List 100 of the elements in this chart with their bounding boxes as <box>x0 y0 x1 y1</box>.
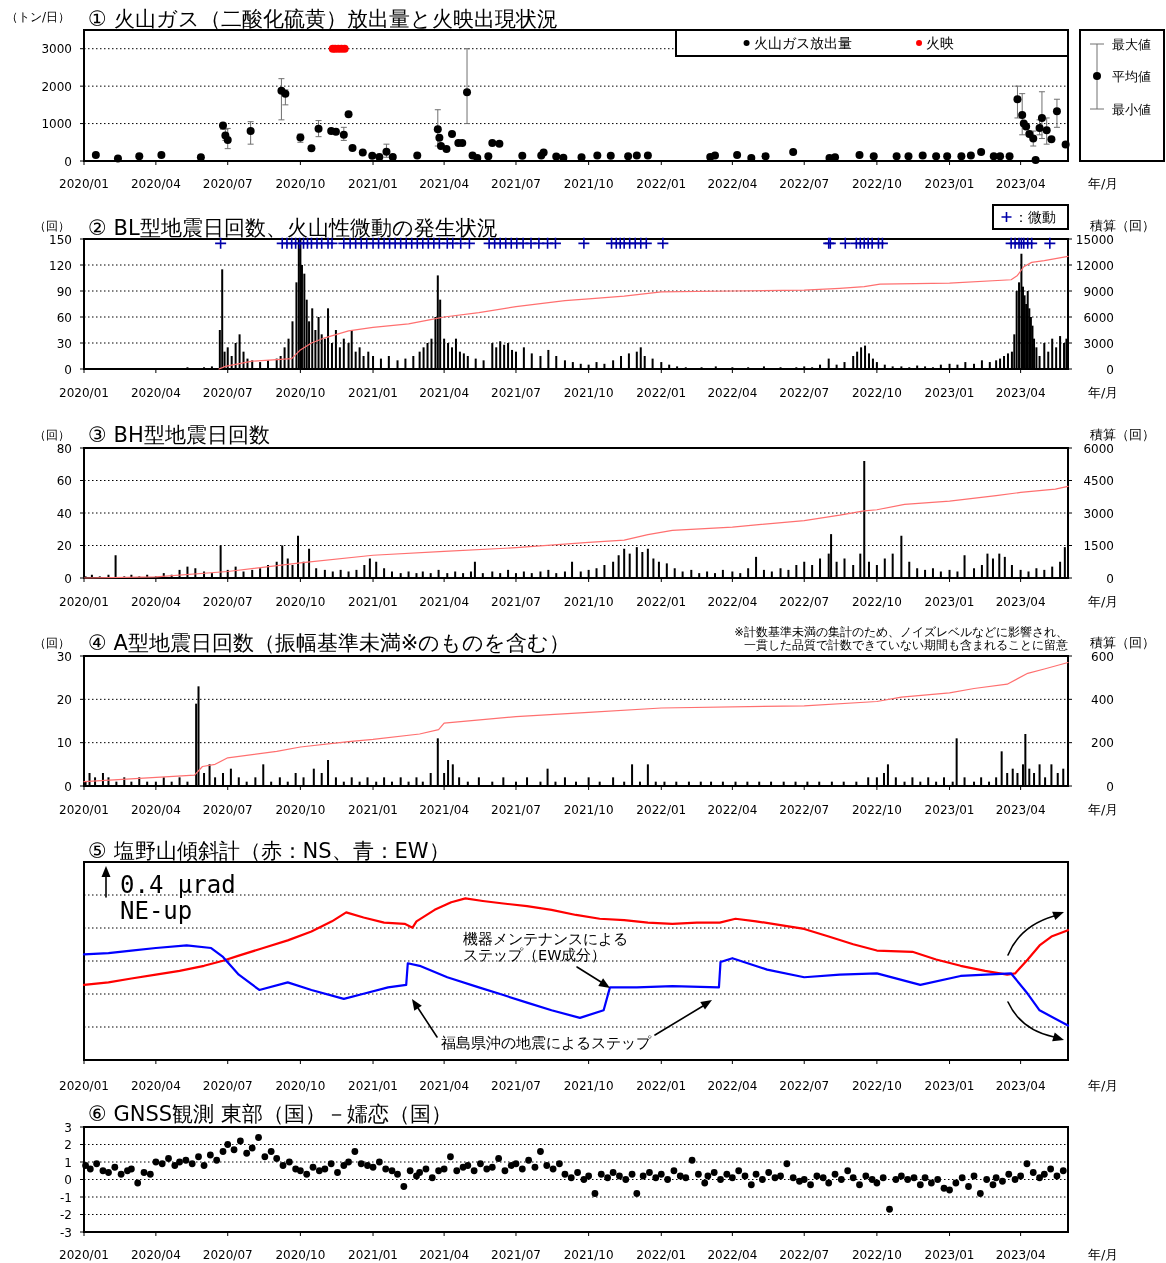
y-tick-label: 60 <box>56 310 72 325</box>
x-tick-label: 2023/04 <box>995 595 1046 609</box>
text: 最小値 <box>1112 102 1151 117</box>
x-tick-label: 2022/04 <box>707 1248 758 1262</box>
x-tick-label: 2020/07 <box>202 177 253 191</box>
legend-label: ：微動 <box>1013 209 1056 225</box>
y-tick-label: 150 <box>49 232 72 247</box>
x-tick-label: 2020/01 <box>59 1248 109 1262</box>
y-tick-label: 1000 <box>41 117 72 132</box>
x-tick-label: 2023/04 <box>995 1248 1046 1262</box>
x-tick-label: 2022/07 <box>779 595 830 609</box>
y2-tick-label: 600 <box>1091 649 1114 664</box>
x-tick-label: 2020/07 <box>202 595 253 609</box>
x-axis-title: 年/月 <box>1088 176 1119 191</box>
x-axis-title: 年/月 <box>1088 594 1119 609</box>
x-tick-label: 2020/01 <box>59 386 109 400</box>
y-axis-title: （回） <box>34 636 70 650</box>
y-tick-label: 3000 <box>41 42 72 57</box>
x-tick-label: 2021/01 <box>348 1248 398 1262</box>
legend-label: 火山ガス放出量 <box>753 35 852 51</box>
x-tick-label: 2022/10 <box>851 595 902 609</box>
y2-tick-label: 15000 <box>1075 232 1114 247</box>
y2-tick-label: 3000 <box>1083 506 1114 521</box>
y-axis-title: （トン/日） <box>5 10 70 24</box>
x-tick-label: 2020/07 <box>202 1248 253 1262</box>
x-tick-label: 2021/01 <box>348 803 398 817</box>
x-tick-label: 2023/04 <box>995 803 1046 817</box>
y-tick-label: 10 <box>56 736 72 751</box>
x-tick-label: 2021/07 <box>491 803 541 817</box>
y-tick-label: 0 <box>64 1173 72 1187</box>
y-tick-label: 20 <box>56 539 72 553</box>
x-tick-label: 2020/10 <box>275 1079 326 1093</box>
x-tick-label: 2020/01 <box>59 595 109 609</box>
y-tick-label: 2000 <box>41 79 72 94</box>
x-tick-label: 2021/07 <box>491 386 541 400</box>
x-tick-label: 2023/01 <box>924 1079 975 1093</box>
x-tick-label: 2022/10 <box>851 803 902 817</box>
x-axis-title: 年/月 <box>1088 1247 1119 1262</box>
y-tick-label: -1 <box>60 1190 72 1205</box>
annotation: 機器メンテナンスによる <box>463 931 628 947</box>
x-tick-label: 2020/07 <box>202 1079 253 1093</box>
x-tick-label: 2021/04 <box>419 595 470 609</box>
y-tick-label: 3 <box>64 1120 72 1135</box>
y-tick-label: 0 <box>64 571 72 586</box>
x-tick-label: 2020/04 <box>130 595 181 609</box>
y2-tick-label: 9000 <box>1083 284 1114 299</box>
y2-axis-title: 積算（回） <box>1089 218 1155 233</box>
y-tick-label: 90 <box>56 284 72 299</box>
x-tick-label: 2022/01 <box>636 386 687 400</box>
y2-tick-label: 3000 <box>1083 336 1114 351</box>
x-tick-label: 2021/04 <box>419 1248 470 1262</box>
x-tick-label: 2021/04 <box>419 1079 470 1093</box>
chart-title: ① 火山ガス（二酸化硫黄）放出量と火映出現状況 <box>88 7 558 31</box>
x-axis-title: 年/月 <box>1088 802 1119 817</box>
x-tick-label: 2020/10 <box>275 1248 326 1262</box>
x-tick-label: 2023/01 <box>924 1248 975 1262</box>
x-tick-label: 2022/10 <box>851 1248 902 1262</box>
x-axis-title: 年/月 <box>1088 1078 1119 1093</box>
y2-axis-title: 積算（回） <box>1089 427 1155 442</box>
y-tick-label: 120 <box>49 258 72 273</box>
x-tick-label: 2022/04 <box>707 803 758 817</box>
x-tick-label: 2021/01 <box>348 595 398 609</box>
y-tick-label: 30 <box>56 336 72 351</box>
y2-tick-label: 200 <box>1091 736 1114 751</box>
text: 平均値 <box>1112 69 1151 84</box>
y-tick-label: 0 <box>64 362 72 377</box>
chart-title: ② BL型地震日回数、火山性微動の発生状況 <box>88 216 498 240</box>
y2-tick-label: 0 <box>1106 362 1114 377</box>
y-tick-label: 0 <box>64 779 72 794</box>
x-tick-label: 2022/04 <box>707 1079 758 1093</box>
y2-tick-label: 12000 <box>1075 258 1114 273</box>
x-tick-label: 2020/04 <box>130 803 181 817</box>
x-tick-label: 2022/10 <box>851 386 902 400</box>
y-axis-title: （回） <box>34 428 70 442</box>
x-tick-label: 2021/07 <box>491 1248 541 1262</box>
annotation: NE-up <box>120 897 193 925</box>
x-tick-label: 2021/07 <box>491 177 541 191</box>
y-tick-label: 1 <box>64 1155 72 1170</box>
x-tick-label: 2022/04 <box>707 386 758 400</box>
y-tick-label: -2 <box>60 1208 72 1222</box>
x-tick-label: 2023/01 <box>924 386 975 400</box>
x-tick-label: 2020/01 <box>59 803 109 817</box>
y-tick-label: 30 <box>56 649 72 664</box>
x-tick-label: 2021/01 <box>348 1079 398 1093</box>
y-tick-label: 80 <box>56 441 72 456</box>
y-tick-label: 60 <box>56 474 72 488</box>
x-tick-label: 2023/04 <box>995 177 1046 191</box>
x-tick-label: 2021/10 <box>563 803 614 817</box>
x-tick-label: 2022/07 <box>779 803 830 817</box>
text: 福島県沖の地震によるステップ <box>441 1035 652 1051</box>
x-tick-label: 2020/10 <box>275 595 326 609</box>
x-tick-label: 2021/10 <box>563 595 614 609</box>
text: 一貫した品質で計数できていない期間も含まれることに留意 <box>744 638 1068 652</box>
y2-tick-label: 0 <box>1106 571 1114 586</box>
y-axis-title: （回） <box>34 219 70 233</box>
x-tick-label: 2021/10 <box>563 386 614 400</box>
x-tick-label: 2022/01 <box>636 1079 687 1093</box>
x-tick-label: 2020/07 <box>202 386 253 400</box>
x-tick-label: 2023/01 <box>924 595 975 609</box>
y2-tick-label: 4500 <box>1083 474 1114 488</box>
